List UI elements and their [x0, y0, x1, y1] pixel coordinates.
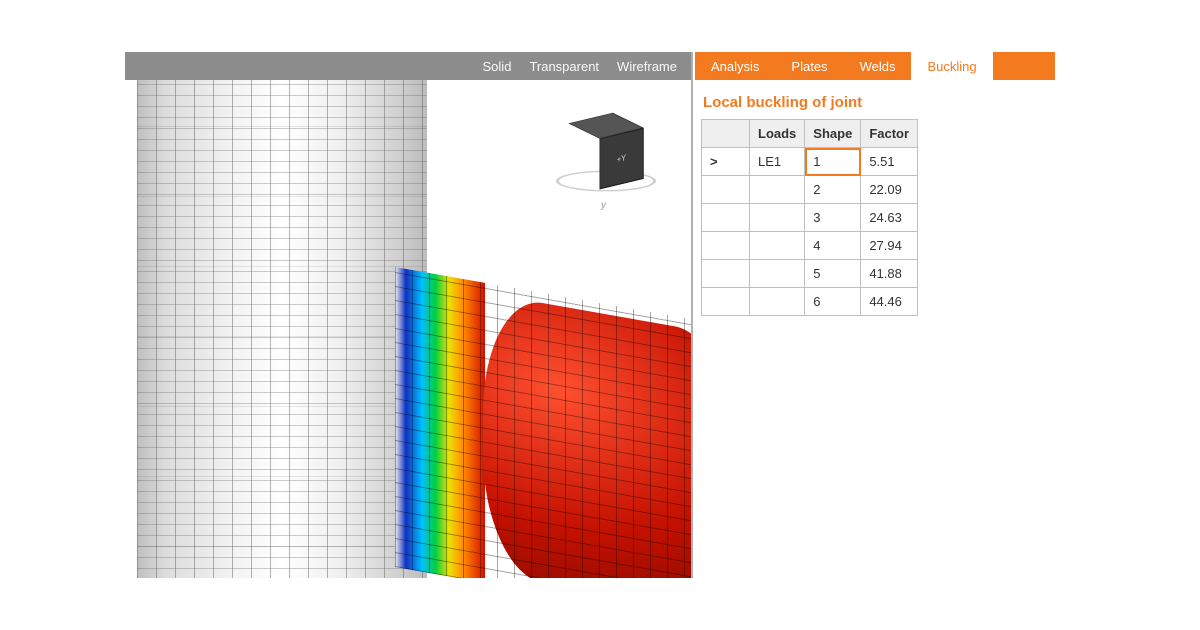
tab-plates[interactable]: Plates — [775, 52, 843, 80]
results-side-panel: AnalysisPlatesWeldsBuckling Local buckli… — [695, 52, 1085, 316]
viewport-render-mode-toolbar: Solid Transparent Wireframe — [125, 52, 691, 80]
table-header-selector — [702, 120, 750, 148]
orientation-gizmo[interactable]: +Y y — [551, 112, 661, 222]
table-row[interactable]: 541.88 — [702, 260, 918, 288]
cell-shape[interactable]: 5 — [805, 260, 861, 288]
cell-loads[interactable]: LE1 — [750, 148, 805, 176]
buckling-results-table: Loads Shape Factor >LE115.51222.09324.63… — [701, 119, 918, 316]
cell-loads[interactable] — [750, 232, 805, 260]
gizmo-axis-label: y — [601, 200, 606, 211]
cell-factor[interactable]: 27.94 — [861, 232, 918, 260]
tab-buckling[interactable]: Buckling — [911, 52, 992, 80]
row-selector-icon[interactable] — [702, 204, 750, 232]
render-mode-solid[interactable]: Solid — [483, 59, 512, 74]
cell-shape[interactable]: 2 — [805, 176, 861, 204]
tab-welds[interactable]: Welds — [844, 52, 912, 80]
tab-analysis[interactable]: Analysis — [695, 52, 775, 80]
results-tabstrip: AnalysisPlatesWeldsBuckling — [695, 52, 1055, 80]
cell-loads[interactable] — [750, 288, 805, 316]
cell-shape[interactable]: 1 — [805, 148, 861, 176]
cell-factor[interactable]: 22.09 — [861, 176, 918, 204]
cell-shape[interactable]: 4 — [805, 232, 861, 260]
cell-factor[interactable]: 24.63 — [861, 204, 918, 232]
gizmo-cube[interactable]: +Y — [584, 120, 628, 181]
table-header-factor[interactable]: Factor — [861, 120, 918, 148]
table-row[interactable]: 222.09 — [702, 176, 918, 204]
model-column-member[interactable] — [137, 80, 427, 578]
row-selector-icon[interactable]: > — [702, 148, 750, 176]
panel-title: Local buckling of joint — [703, 94, 1085, 111]
table-header-loads[interactable]: Loads — [750, 120, 805, 148]
table-row[interactable]: 427.94 — [702, 232, 918, 260]
table-header-row: Loads Shape Factor — [702, 120, 918, 148]
render-mode-wireframe[interactable]: Wireframe — [617, 59, 677, 74]
row-selector-icon[interactable] — [702, 232, 750, 260]
model-branch-member[interactable] — [395, 267, 693, 578]
table-header-shape[interactable]: Shape — [805, 120, 861, 148]
cell-factor[interactable]: 41.88 — [861, 260, 918, 288]
cell-factor[interactable]: 44.46 — [861, 288, 918, 316]
render-mode-transparent[interactable]: Transparent — [529, 59, 599, 74]
table-row[interactable]: 324.63 — [702, 204, 918, 232]
column-dash-lines — [137, 80, 427, 578]
gizmo-face-front[interactable]: +Y — [599, 128, 643, 189]
cell-factor[interactable]: 5.51 — [861, 148, 918, 176]
table-row[interactable]: 644.46 — [702, 288, 918, 316]
cell-loads[interactable] — [750, 204, 805, 232]
cell-loads[interactable] — [750, 176, 805, 204]
cell-loads[interactable] — [750, 260, 805, 288]
cell-shape[interactable]: 3 — [805, 204, 861, 232]
row-selector-icon[interactable] — [702, 288, 750, 316]
table-body: >LE115.51222.09324.63427.94541.88644.46 — [702, 148, 918, 316]
app-root: Solid Transparent Wireframe +Y y — [125, 52, 1085, 578]
row-selector-icon[interactable] — [702, 176, 750, 204]
viewport-3d[interactable]: Solid Transparent Wireframe +Y y — [125, 52, 693, 578]
row-selector-icon[interactable] — [702, 260, 750, 288]
cell-shape[interactable]: 6 — [805, 288, 861, 316]
branch-edge-fade — [645, 311, 693, 578]
table-row[interactable]: >LE115.51 — [702, 148, 918, 176]
